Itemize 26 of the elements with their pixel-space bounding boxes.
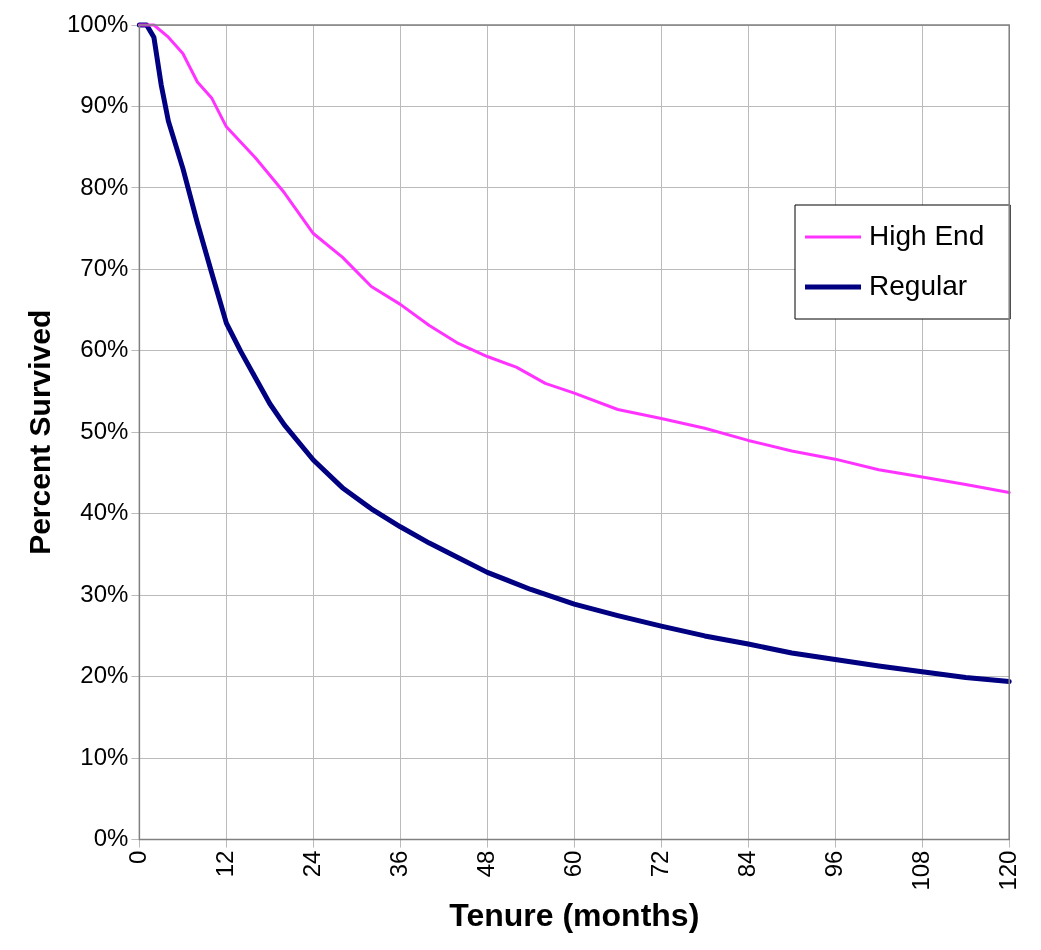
x-tick-label: 36 [384, 850, 412, 878]
x-tick-label: 72 [645, 850, 673, 878]
y-tick-label: 80% [80, 172, 129, 200]
y-tick-label: 0% [93, 824, 129, 852]
x-tick-label: 84 [732, 850, 760, 878]
y-tick-label: 70% [80, 253, 129, 281]
x-tick-label: 48 [471, 850, 499, 878]
y-tick-label: 30% [80, 579, 129, 607]
y-tick-label: 90% [80, 91, 129, 119]
y-tick-label: 10% [80, 742, 129, 770]
x-tick-label: 12 [210, 850, 238, 878]
y-tick-label: 100% [66, 9, 129, 37]
y-tick-label: 20% [80, 661, 129, 689]
y-tick-label: 40% [80, 498, 129, 526]
x-tick-label: 60 [558, 850, 586, 878]
y-tick-label: 50% [80, 416, 129, 444]
x-tick-label: 120 [993, 850, 1021, 891]
y-axis-title: Percent Survived [23, 309, 57, 555]
legend-label: High End [869, 219, 985, 251]
x-tick-label: 108 [906, 850, 934, 891]
legend-label: Regular [869, 269, 968, 301]
x-tick-label: 0 [124, 850, 152, 864]
x-axis-title: Tenure (months) [449, 896, 700, 933]
x-tick-label: 24 [297, 850, 325, 878]
x-tick-label: 96 [819, 850, 847, 878]
y-tick-label: 60% [80, 335, 129, 363]
